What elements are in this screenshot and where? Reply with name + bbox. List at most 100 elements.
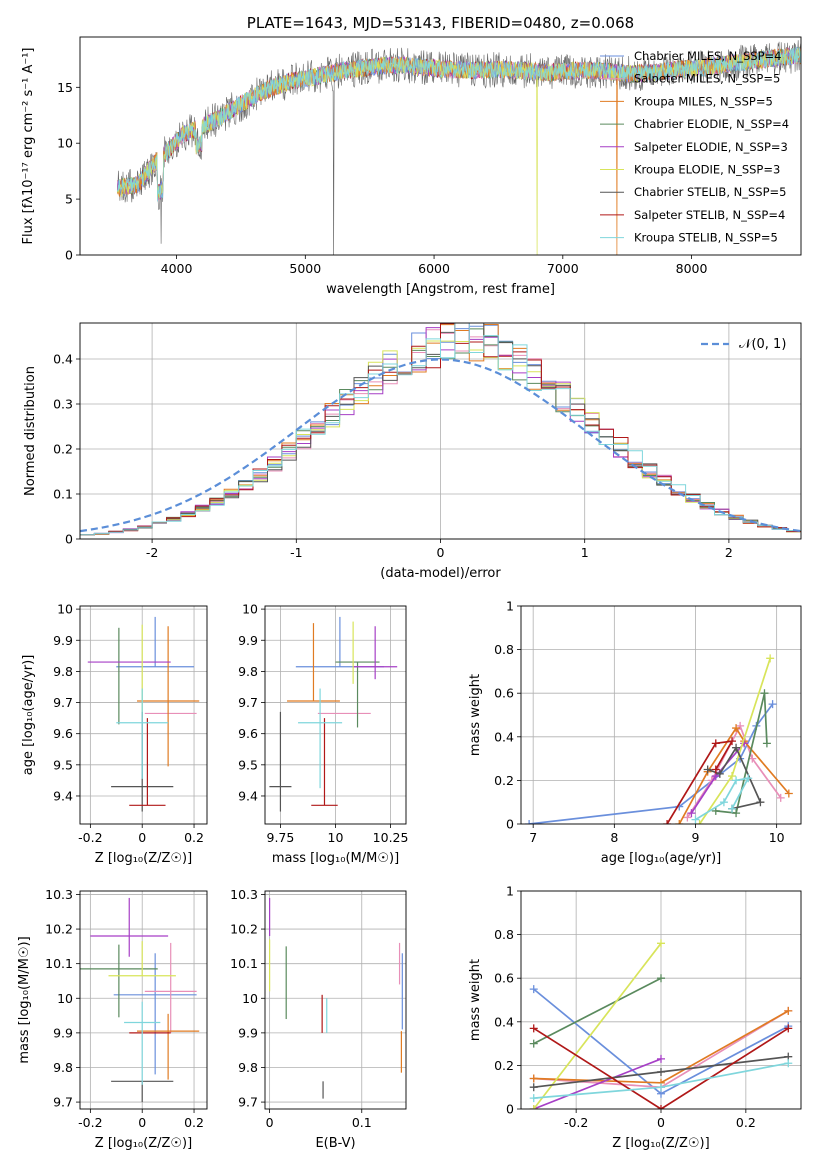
weight-marker — [703, 765, 712, 774]
errorbar-point — [298, 688, 343, 789]
y-tick-label: 9.5 — [238, 757, 258, 772]
errorbar-point — [116, 688, 169, 779]
weight-marker — [756, 798, 765, 807]
x-axis-label: age [log₁₀(age/yr)] — [601, 851, 722, 866]
weight-marker — [736, 721, 745, 730]
y-tick-label: 10.2 — [230, 922, 258, 937]
y-tick-label: 10.3 — [230, 887, 258, 902]
y-tick-label: 9.8 — [238, 1060, 258, 1075]
x-tick-label: -1 — [290, 545, 302, 560]
x-tick-label: -2 — [146, 545, 158, 560]
weight-marker — [715, 769, 724, 778]
x-axis-label: Z [log₁₀(Z/Z☉)] — [95, 1136, 192, 1151]
y-axis-label: mass weight — [468, 959, 483, 1041]
y-tick-label: 0.2 — [53, 442, 73, 457]
plot-area — [80, 897, 200, 1103]
weight-marker — [784, 1024, 793, 1033]
gridlines — [80, 606, 207, 824]
gridlines — [265, 606, 406, 824]
weight-marker — [744, 774, 753, 783]
x-axis-label: (data-model)/error — [380, 566, 501, 581]
y-tick-label: 0.6 — [494, 971, 514, 986]
y-axis-label: Flux [fλ10⁻¹⁷ erg cm⁻² s⁻¹ A⁻¹] — [21, 48, 36, 245]
y-tick-label: 0.6 — [494, 686, 514, 701]
axes-frame — [79, 605, 208, 825]
weight-marker — [529, 985, 538, 994]
x-tick-label: 10 — [328, 830, 344, 845]
panel-massweight-vs-Z: -0.2 0 0.2 0 0.2 0.4 0.6 0.8 1 Z [log₁₀(Z/Z☉)] mas… — [468, 884, 802, 1151]
x-tick-label: -0.2 — [78, 1115, 102, 1130]
y-tick-label: 9.9 — [53, 1025, 73, 1040]
x-tick-label: 10.25 — [373, 830, 409, 845]
weight-marker — [760, 689, 769, 698]
weight-marker — [683, 813, 692, 822]
y-tick-label: 10.1 — [45, 956, 73, 971]
y-tick-label: 1 — [506, 599, 514, 614]
y-tick-label: 0 — [65, 532, 73, 547]
x-tick-label: 1 — [581, 545, 589, 560]
gridlines — [265, 891, 406, 1109]
y-tick-label: 0.8 — [494, 927, 514, 942]
legend-label: Chabrier MILES, N_SSP=4 — [634, 49, 781, 63]
x-tick-label: -0.2 — [564, 1115, 588, 1130]
y-tick-label: 9.8 — [53, 1060, 73, 1075]
y-tick-label: 0 — [506, 1102, 514, 1117]
x-tick-label: 7000 — [547, 261, 579, 276]
legend-label: Chabrier STELIB, N_SSP=5 — [634, 185, 786, 199]
x-tick-label: 6000 — [418, 261, 450, 276]
y-tick-label: 15 — [57, 80, 73, 95]
x-tick-label: 4000 — [161, 261, 193, 276]
gridlines — [521, 890, 801, 1110]
weight-marker — [529, 1094, 538, 1103]
y-tick-label: 5 — [65, 192, 73, 207]
weight-marker — [657, 1067, 665, 1076]
weight-marker — [728, 737, 737, 746]
y-tick-label: 0.2 — [494, 1058, 514, 1073]
weight-marker — [728, 804, 737, 813]
legend-label: Salpeter ELODIE, N_SSP=3 — [634, 140, 788, 154]
errorbar-point — [116, 616, 195, 668]
weight-marker — [675, 820, 684, 824]
weight-marker — [732, 809, 741, 818]
y-tick-label: 9.7 — [53, 1095, 73, 1110]
axes-frame — [79, 36, 802, 256]
plot-area — [87, 616, 200, 812]
panel-age-vs-mass: 9.75 10 10.25 9.4 9.5 9.6 9.7 9.8 9.9 10 mass [log… — [238, 602, 408, 866]
x-tick-label: 0.2 — [736, 1115, 756, 1130]
axes-frame — [79, 322, 802, 540]
x-tick-label: 0 — [657, 1115, 665, 1130]
y-tick-label: 10 — [57, 991, 73, 1006]
errorbar-point — [311, 718, 338, 806]
weight-marker — [695, 820, 704, 824]
y-tick-label: 0.2 — [494, 773, 514, 788]
weight-marker — [762, 739, 771, 748]
weight-marker — [657, 1054, 665, 1063]
x-axis-label: wavelength [Angstrom, rest frame] — [326, 282, 555, 297]
x-tick-label: 9.75 — [267, 830, 295, 845]
weight-marker — [529, 1083, 538, 1092]
y-tick-label: 0 — [65, 248, 73, 263]
legend-label: Kroupa STELIB, N_SSP=5 — [634, 231, 778, 245]
weight-marker — [732, 776, 741, 785]
x-tick-label: 0.1 — [352, 1115, 372, 1130]
weight-marker — [657, 1105, 665, 1109]
normal-reference-curve — [80, 358, 801, 533]
weight-marker — [711, 765, 720, 774]
weight-marker — [529, 1024, 538, 1033]
y-tick-label: 10.1 — [230, 956, 258, 971]
weight-marker — [663, 820, 672, 824]
chart-title: PLATE=1643, MJD=53143, FIBERID=0480, z=0… — [247, 14, 634, 32]
y-tick-label: 0.4 — [53, 352, 73, 367]
y-tick-label: 10 — [57, 602, 73, 617]
weight-line — [666, 740, 734, 824]
legend-label: 𝒩(0, 1) — [739, 337, 786, 352]
errorbar-point — [137, 626, 200, 767]
errorbar-point — [113, 953, 197, 1075]
axes-frame — [520, 605, 802, 825]
x-tick-label: 0 — [138, 830, 146, 845]
legend: Chabrier MILES, N_SSP=4 Salpeter MILES, N… — [600, 49, 789, 245]
y-axis-label: mass [log₁₀(M/M☉)] — [17, 936, 32, 1063]
weight-marker — [784, 789, 793, 798]
weight-marker — [687, 809, 696, 818]
weight-marker — [732, 743, 741, 752]
